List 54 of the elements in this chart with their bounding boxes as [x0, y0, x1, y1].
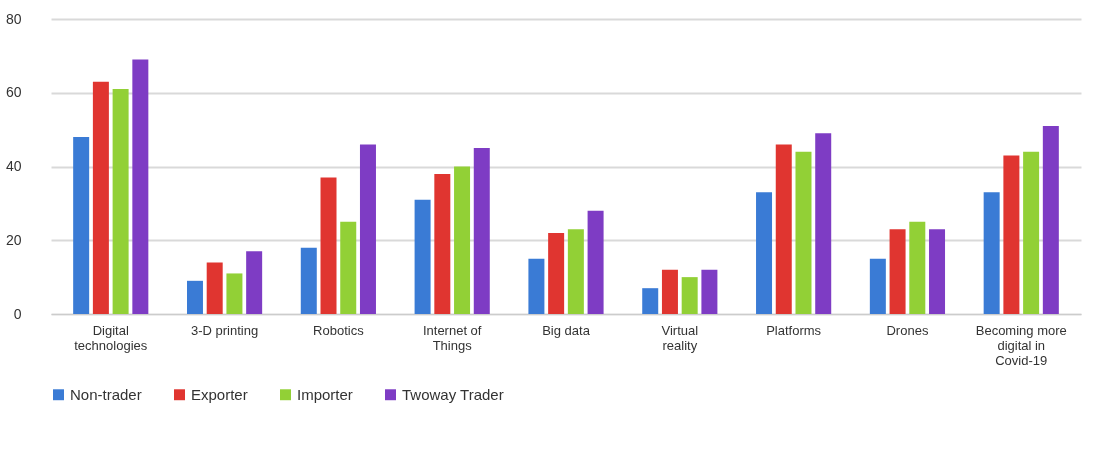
- x-tick-label: 3-D printing: [190, 322, 259, 338]
- legend-label: Non-trader: [70, 385, 142, 403]
- bar: [112, 89, 129, 314]
- y-tick-label: 0: [13, 305, 22, 322]
- x-tick-label: Digital technologies: [74, 322, 148, 353]
- bar: [528, 258, 545, 314]
- y-tick-label: 40: [5, 158, 22, 174]
- x-tick-label: Platforms: [766, 322, 822, 338]
- bar: [92, 81, 109, 314]
- bar: [775, 144, 792, 314]
- bar: [1003, 155, 1020, 314]
- bar: [567, 229, 584, 314]
- y-tick-label: 60: [5, 84, 22, 101]
- bar: [186, 280, 203, 314]
- bar: [661, 269, 678, 314]
- bar: [434, 173, 451, 314]
- bar: [929, 229, 946, 314]
- bar: [1042, 125, 1059, 314]
- x-tick-label: Big data: [542, 322, 591, 338]
- bar: [246, 251, 263, 314]
- bar: [983, 192, 1000, 314]
- bar: [206, 262, 223, 314]
- bar: [642, 288, 659, 314]
- bar: [889, 229, 906, 314]
- bar: [359, 144, 376, 314]
- bar: [1023, 151, 1040, 314]
- bar: [132, 59, 149, 314]
- bar: [815, 133, 832, 314]
- bar: [795, 151, 812, 314]
- bar: [909, 221, 926, 314]
- legend-label: Importer: [297, 385, 353, 403]
- y-tick-label: 20: [5, 231, 22, 248]
- bar: [548, 232, 565, 314]
- bar: [320, 177, 337, 314]
- bar: [869, 258, 886, 314]
- x-tick-label: Virtual reality: [661, 322, 699, 353]
- bar: [340, 221, 357, 314]
- x-tick-label: Robotics: [313, 322, 365, 338]
- y-tick-label: 80: [5, 10, 22, 27]
- legend-label: Twoway Trader: [402, 385, 504, 403]
- x-tick-label: Drones: [886, 322, 929, 338]
- bar: [701, 269, 718, 314]
- bar: [587, 210, 604, 314]
- bar: [454, 166, 471, 314]
- legend-label: Exporter: [191, 385, 248, 403]
- bar: [756, 192, 773, 314]
- x-tick-label: Internet of Things: [422, 322, 482, 353]
- bar: [681, 277, 698, 314]
- x-tick-label: Becoming more digital in Covid-19: [975, 322, 1067, 368]
- bar: [473, 148, 490, 314]
- bar: [226, 273, 243, 314]
- bar: [414, 199, 431, 314]
- bar: [73, 137, 90, 314]
- bar: [300, 247, 317, 314]
